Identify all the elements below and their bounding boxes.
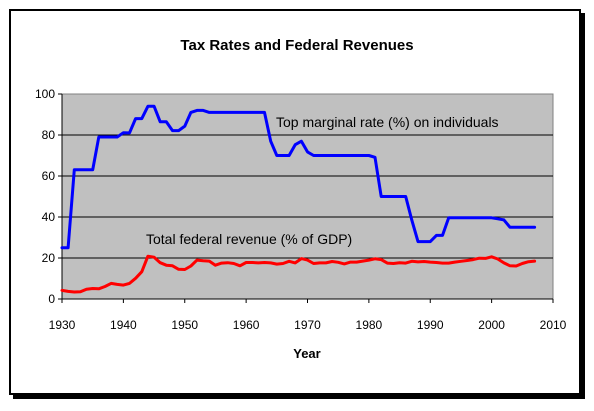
x-axis-title: Year	[293, 346, 320, 361]
x-axis: 1930 1940 1950 1960 1970 1980 1990 2000 2010	[49, 298, 567, 332]
x-tick-label-1960: 1960	[233, 318, 260, 332]
x-tick-label-1930: 1930	[49, 318, 76, 332]
y-tick-label-20: 20	[42, 251, 56, 265]
x-tick-label-1940: 1940	[110, 318, 137, 332]
y-axis: 0 20 40 60 80 100	[35, 87, 63, 306]
x-tick-label-1950: 1950	[171, 318, 198, 332]
x-tick-label-1970: 1970	[294, 318, 321, 332]
y-tick-label-0: 0	[48, 292, 55, 306]
gridlines	[62, 134, 553, 259]
series-label-federal-revenue: Total federal revenue (% of GDP)	[146, 231, 352, 247]
chart-title: Tax Rates and Federal Revenues	[180, 37, 413, 54]
y-tick-label-60: 60	[42, 169, 56, 183]
y-tick-label-100: 100	[35, 87, 55, 101]
x-tick-label-1990: 1990	[417, 318, 444, 332]
series-group	[60, 104, 537, 294]
series-line-0	[60, 104, 537, 250]
x-tick-label-1980: 1980	[356, 318, 383, 332]
x-tick-label-2000: 2000	[478, 318, 505, 332]
y-tick-label-80: 80	[42, 128, 56, 142]
y-tick-label-40: 40	[42, 210, 56, 224]
x-tick-label-2010: 2010	[540, 318, 567, 332]
series-label-top-marginal-rate: Top marginal rate (%) on individuals	[276, 114, 499, 130]
series-line-1	[60, 254, 537, 294]
